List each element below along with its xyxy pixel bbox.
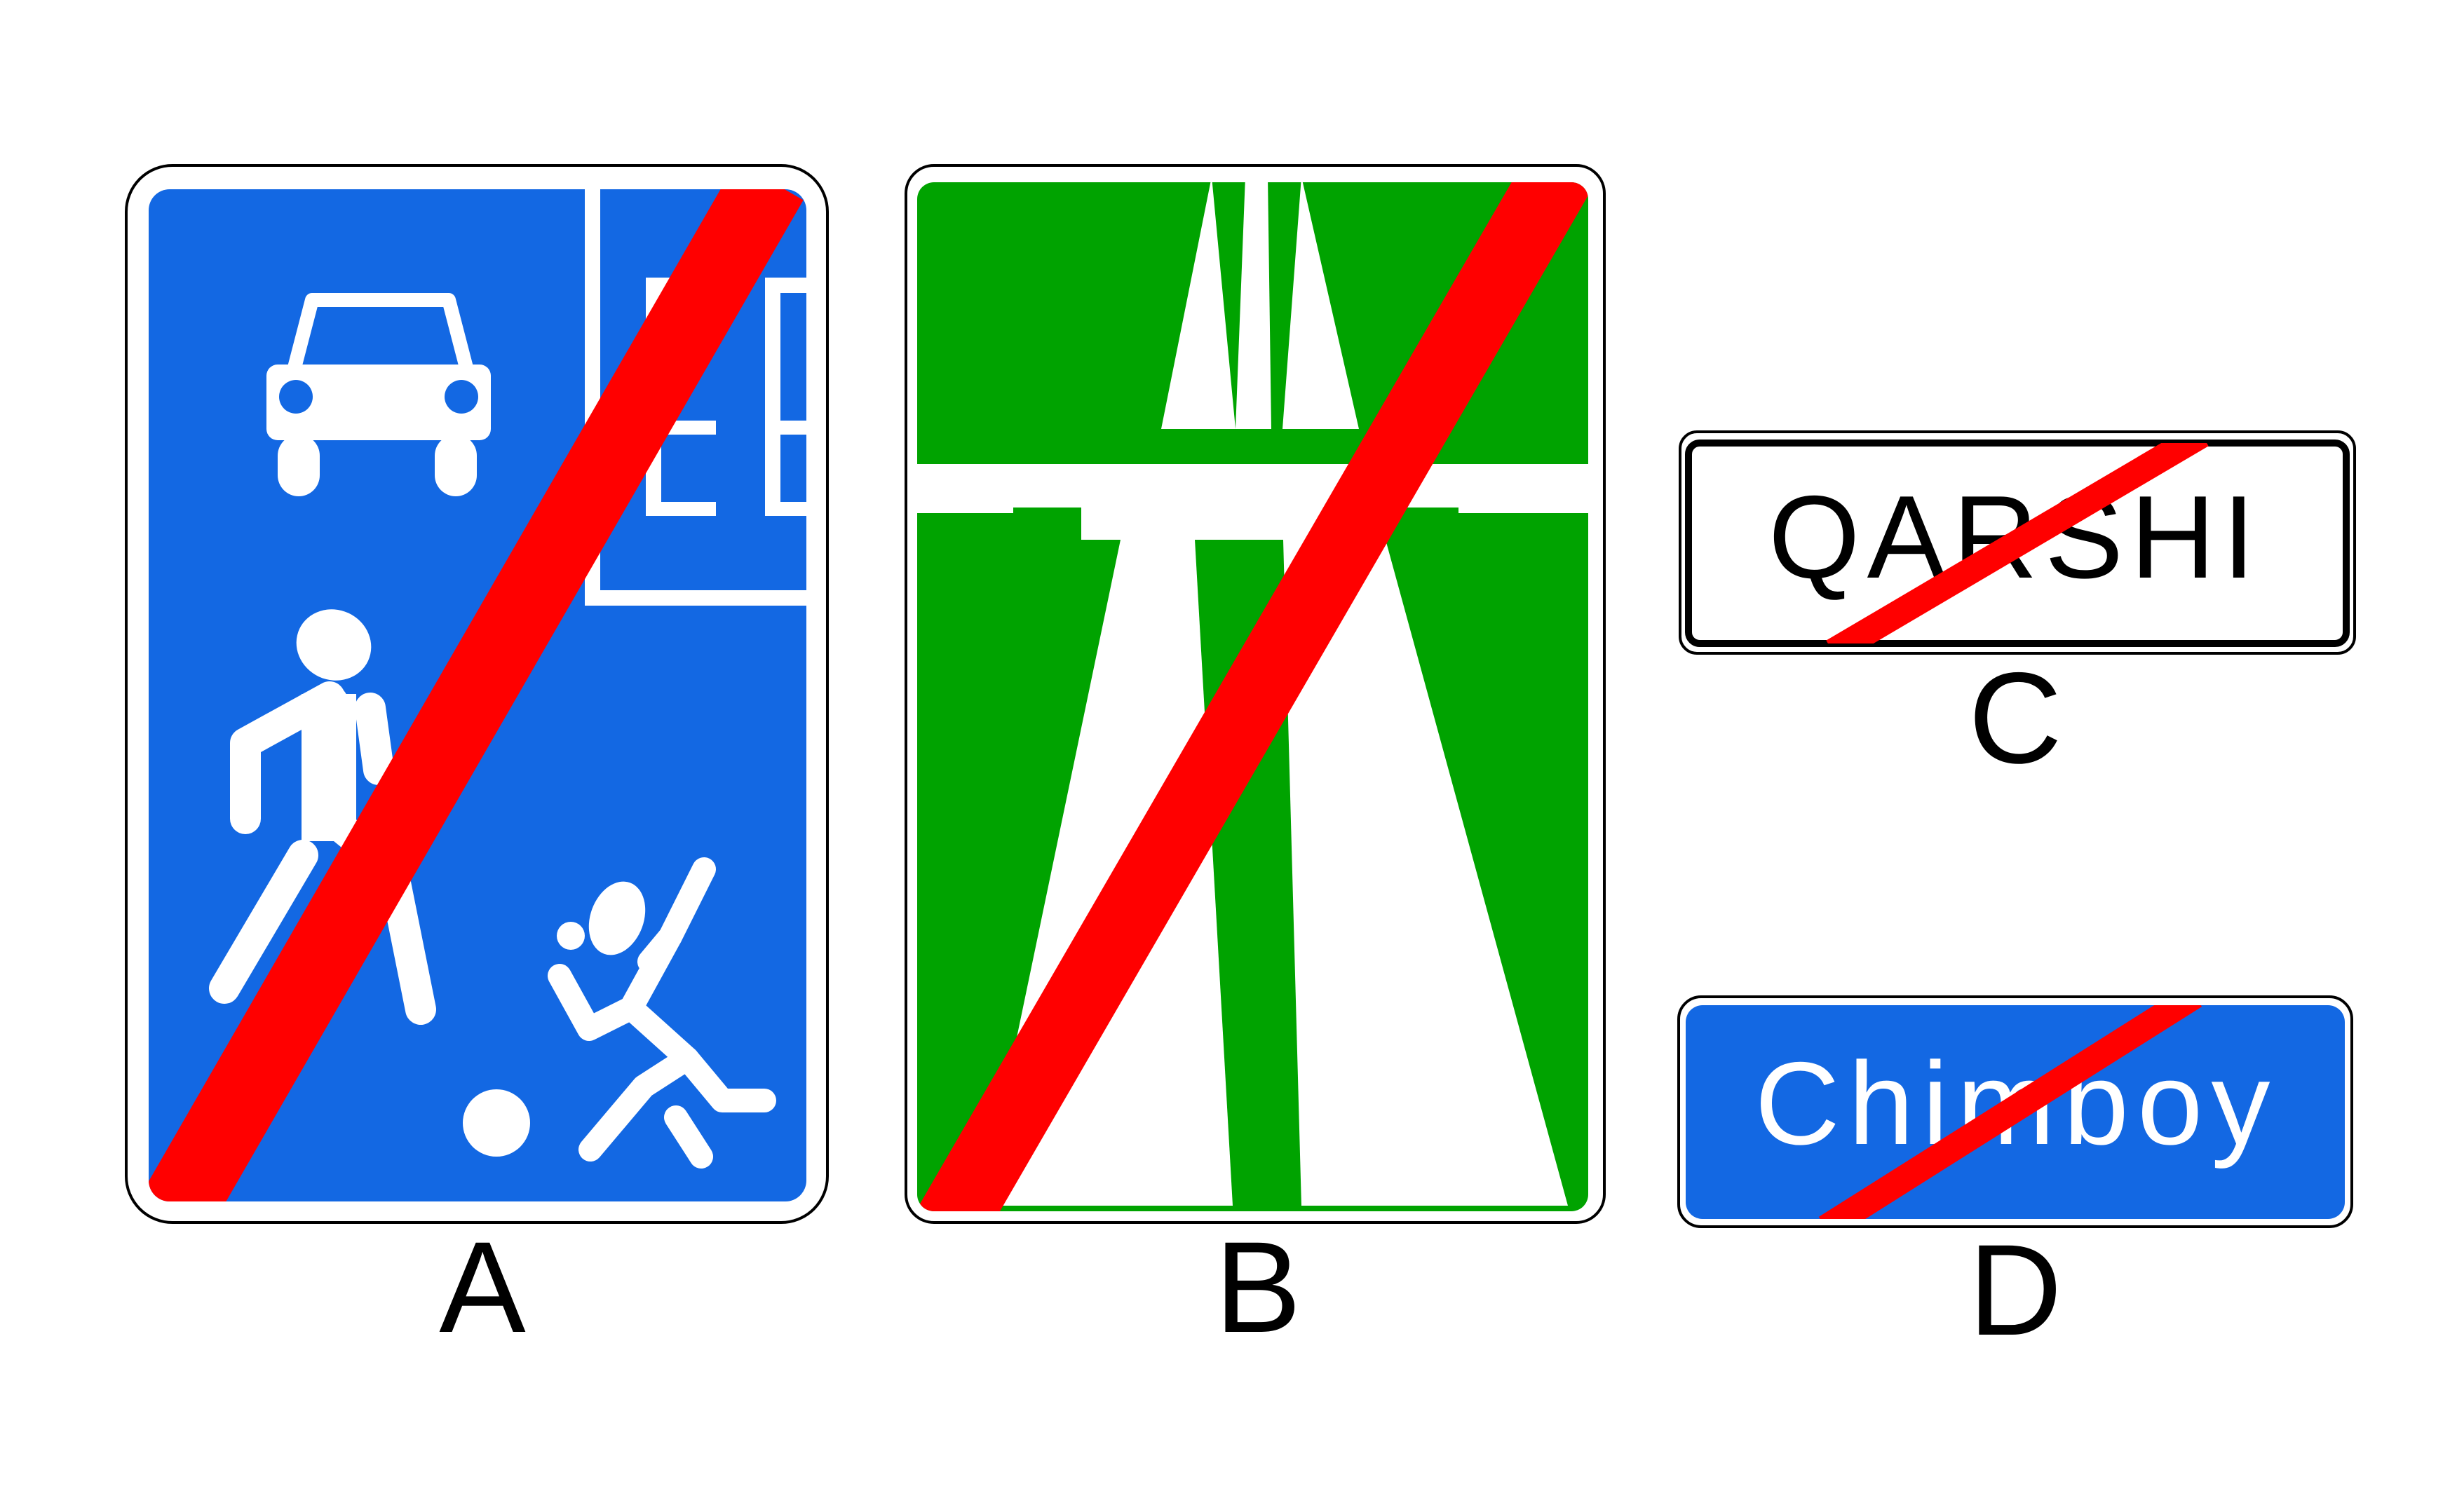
- motorway-icon: [917, 182, 1588, 1206]
- sign-label-c: C: [1968, 646, 2062, 791]
- sign-a-end-of-living-zone: A: [125, 164, 829, 1360]
- end-diagonal-stripe: [149, 189, 804, 1201]
- sign-label-a: A: [439, 1215, 526, 1360]
- car-icon: [266, 293, 491, 496]
- sign-c-end-of-settlement: QARSHI C: [1679, 430, 2356, 791]
- pedestrian-icon: [209, 609, 436, 1025]
- end-diagonal-stripe: [1818, 1005, 2202, 1219]
- sign-label-b: B: [1214, 1215, 1301, 1360]
- child-icon: [463, 857, 776, 1169]
- sign-d-end-of-settlement: Chimboy D: [1677, 995, 2353, 1363]
- sign-b-end-of-motorway: B: [905, 164, 1606, 1360]
- end-diagonal-stripe: [917, 182, 1588, 1211]
- ball-icon: [463, 1089, 530, 1157]
- end-diagonal-stripe: [1826, 443, 2209, 643]
- sign-label-d: D: [1968, 1218, 2062, 1363]
